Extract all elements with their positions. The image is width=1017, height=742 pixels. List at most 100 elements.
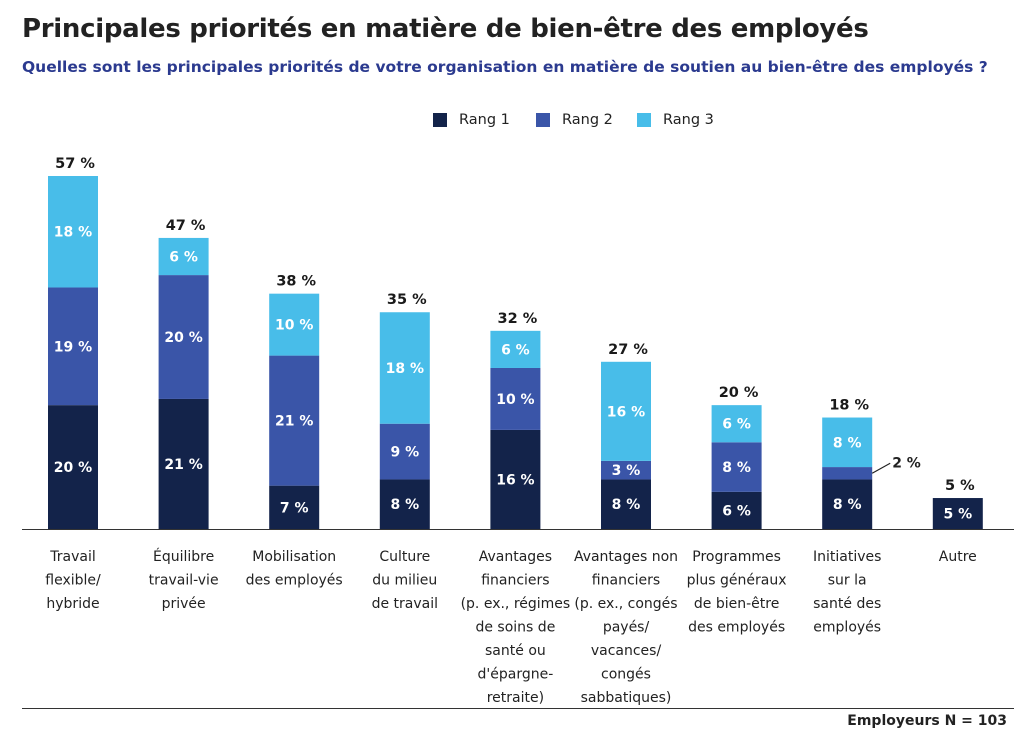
legend-item-rang1: Rang 1 <box>433 112 510 128</box>
category-label: Avantages non <box>574 549 678 565</box>
total-label: 27 % <box>608 342 648 358</box>
segment-label: 8 % <box>833 497 862 513</box>
segment-label: 10 % <box>275 318 313 334</box>
segment-label: 6 % <box>722 503 751 519</box>
category-label: sur la <box>828 573 867 589</box>
segment-label-outside: 2 % <box>892 455 921 471</box>
legend-swatch-rang2 <box>536 113 550 127</box>
segment-label: 3 % <box>612 463 641 479</box>
bar-segment-2 <box>379 423 430 480</box>
segment-label: 16 % <box>607 404 645 420</box>
segment-label: 8 % <box>612 497 641 513</box>
category-label: santé des <box>813 596 881 612</box>
chart-title: Principales priorités en matière de bien… <box>22 14 869 44</box>
category-label: hybride <box>46 596 99 612</box>
category-label: retraite) <box>487 690 544 706</box>
total-label: 32 % <box>498 311 538 327</box>
bar-segment-1 <box>932 498 983 529</box>
bar-segment-3 <box>711 405 762 443</box>
category-label: de travail <box>372 596 438 612</box>
legend-label-rang1: Rang 1 <box>459 112 510 128</box>
category-label: Avantages <box>479 549 552 565</box>
category-label: travail-vie <box>149 573 219 589</box>
bar-segment-2 <box>601 460 651 480</box>
bar-segment-1 <box>269 485 320 529</box>
segment-label: 8 % <box>722 460 751 476</box>
segment-label: 20 % <box>54 460 92 476</box>
segment-label: 6 % <box>501 342 530 358</box>
category-label: privée <box>162 596 206 612</box>
total-label: 57 % <box>55 156 95 172</box>
category-label: congés <box>601 667 651 683</box>
category-label: Autre <box>939 549 977 565</box>
segment-label: 19 % <box>54 339 92 355</box>
bar-segment-3 <box>490 330 541 368</box>
chart-subtitle: Quelles sont les principales priorités d… <box>22 58 988 76</box>
bar-segment-1 <box>490 429 541 529</box>
category-label: financiers <box>592 573 660 589</box>
segment-label: 10 % <box>496 392 534 408</box>
bar-segment-1 <box>158 398 209 529</box>
segment-label: 16 % <box>496 472 534 488</box>
bar-segment-1 <box>822 479 873 529</box>
bar-segment-2 <box>269 355 320 486</box>
category-label: de bien-être <box>694 596 779 612</box>
bar-segment-1 <box>601 479 651 529</box>
legend-label-rang3: Rang 3 <box>663 112 714 128</box>
segment-label: 18 % <box>386 361 424 377</box>
category-label: du milieu <box>372 573 437 589</box>
bar-segment-3 <box>822 417 873 468</box>
category-label: des employés <box>246 573 343 589</box>
category-label: (p. ex., régimes <box>461 596 571 612</box>
bar-segment-2 <box>158 275 209 399</box>
segment-label: 7 % <box>280 500 309 516</box>
category-label: Programmes <box>692 549 781 565</box>
footer-note: Employeurs N = 103 <box>847 713 1007 729</box>
total-label: 38 % <box>276 274 316 290</box>
bar-segment-2 <box>490 367 541 430</box>
bar-segment-1 <box>48 405 98 529</box>
category-label: sabbatiques) <box>581 690 672 706</box>
category-label: Travail <box>49 549 95 565</box>
bar-segment-2 <box>48 287 98 406</box>
segment-label: 21 % <box>164 457 202 473</box>
total-label: 20 % <box>719 385 759 401</box>
legend-swatch-rang1 <box>433 113 447 127</box>
footer-divider <box>22 708 1014 709</box>
total-label: 47 % <box>166 218 206 234</box>
segment-label: 21 % <box>275 414 313 430</box>
category-label: des employés <box>688 620 785 636</box>
bar-segment-3 <box>48 176 98 288</box>
segment-label: 18 % <box>54 225 92 241</box>
segment-label: 9 % <box>390 445 419 461</box>
total-label: 5 % <box>945 478 975 494</box>
category-label: Mobilisation <box>252 549 336 565</box>
segment-label: 6 % <box>722 417 751 433</box>
category-label: santé ou <box>485 643 546 659</box>
segment-label: 6 % <box>169 250 198 266</box>
bar-segment-3 <box>269 293 320 356</box>
bar-segment-2 <box>822 467 873 480</box>
category-label: d'épargne- <box>478 667 554 683</box>
bar-segment-3 <box>379 312 430 424</box>
legend-item-rang3: Rang 3 <box>637 112 714 128</box>
bar-segment-1 <box>379 479 430 529</box>
segment-leader-line <box>871 462 891 474</box>
category-label: plus généraux <box>687 573 787 589</box>
category-label: payés/ <box>603 620 650 636</box>
category-label: Culture <box>379 549 430 565</box>
category-label: financiers <box>481 573 549 589</box>
bar-segment-1 <box>711 491 762 529</box>
legend-swatch-rang3 <box>637 113 651 127</box>
category-label: de soins de <box>475 620 555 636</box>
category-label: employés <box>813 620 881 636</box>
bar-segment-3 <box>158 237 209 276</box>
category-label: (p. ex., congés <box>574 596 677 612</box>
total-label: 18 % <box>829 398 869 414</box>
total-label: 35 % <box>387 292 427 308</box>
category-label: vacances/ <box>591 643 662 659</box>
category-label: Équilibre <box>153 548 214 565</box>
category-label: Initiatives <box>813 549 881 565</box>
category-label: flexible/ <box>45 573 101 589</box>
